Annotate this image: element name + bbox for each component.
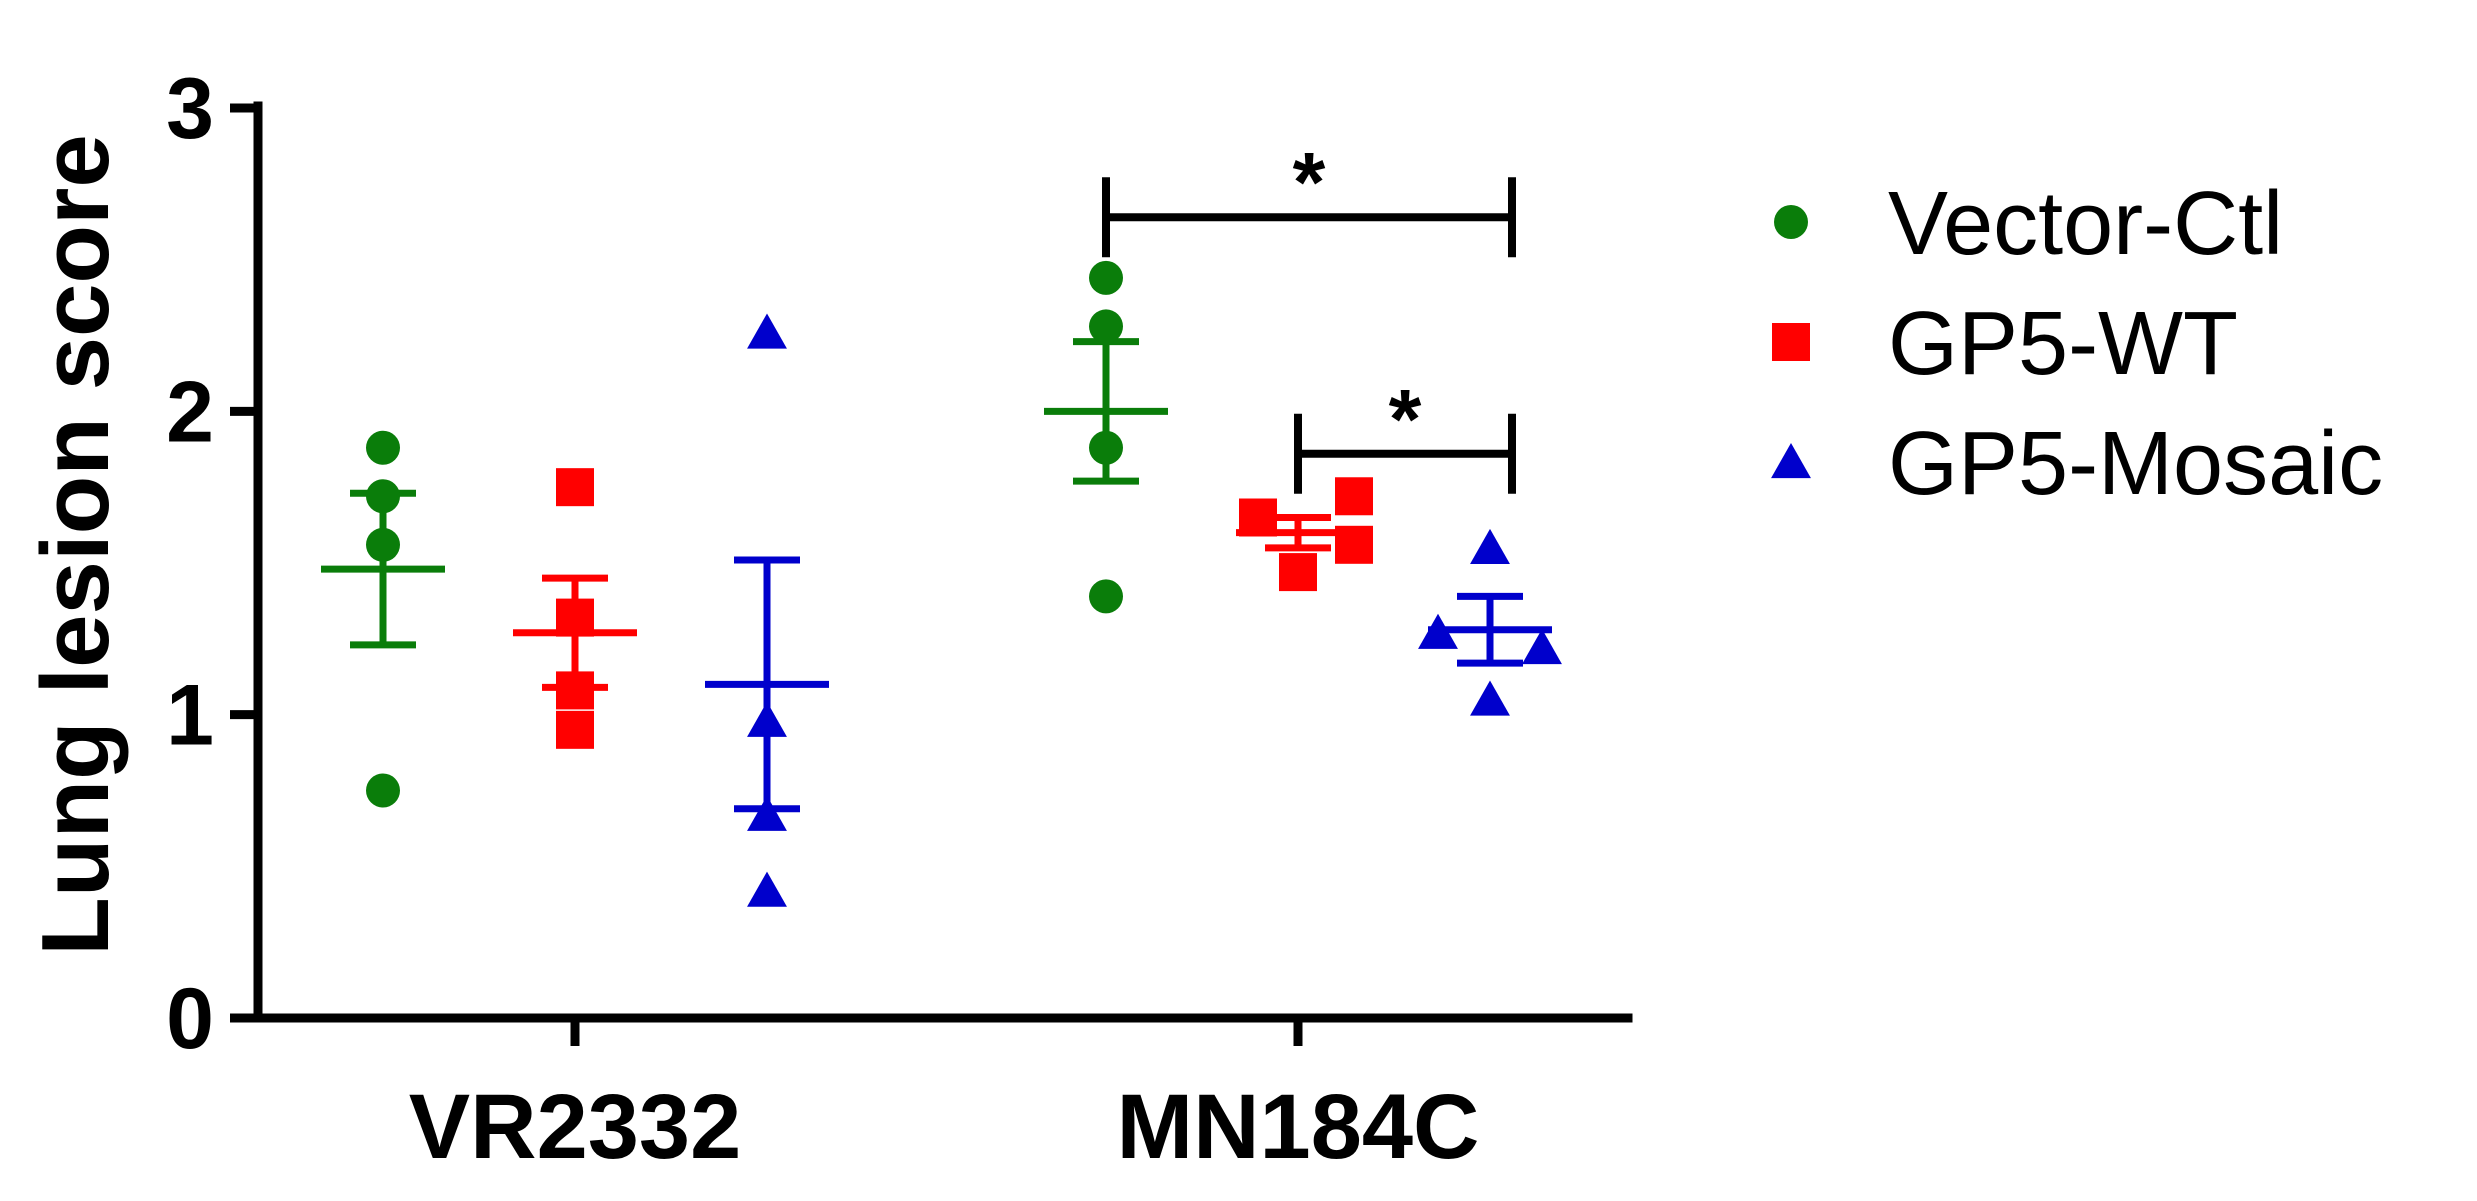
- data-point: [1470, 680, 1510, 716]
- axis-lines: [253, 101, 1633, 1023]
- data-point: [556, 468, 594, 507]
- error-bar: [1428, 592, 1552, 667]
- data-point: [1089, 309, 1123, 344]
- data-point: [556, 671, 594, 710]
- data-point: [1239, 498, 1277, 537]
- data-point: [1522, 628, 1562, 665]
- significance-brackets: **: [1102, 135, 1516, 494]
- data-point: [747, 313, 787, 349]
- data-point: [747, 871, 787, 907]
- data-point: [1335, 525, 1373, 564]
- data-point: [1279, 553, 1317, 592]
- axes: [253, 101, 1633, 1023]
- x-category-label: VR2332: [409, 1076, 741, 1178]
- legend-label: GP5-Mosaic: [1888, 414, 2383, 514]
- data-point: [1089, 579, 1123, 614]
- legend-label: Vector-Ctl: [1888, 174, 2283, 274]
- data-point: [556, 710, 594, 749]
- data-point: [556, 598, 594, 637]
- x-category-label: MN184C: [1116, 1076, 1479, 1178]
- data-point: [366, 430, 400, 465]
- data-point: [366, 527, 400, 562]
- y-tick-label: 3: [166, 61, 214, 157]
- legend: Vector-Ctl GP5-WT GP5-Mosaic: [1771, 174, 2383, 514]
- data-point: [1089, 260, 1123, 295]
- legend-marker: [1772, 323, 1810, 361]
- x-ticks: VR2332 MN184C: [409, 1018, 1480, 1178]
- y-axis-title: Lung lesion score: [22, 134, 129, 955]
- legend-marker: [1774, 205, 1808, 239]
- data-point: [366, 773, 400, 808]
- significance-star: *: [1389, 372, 1422, 466]
- data-point: [747, 701, 787, 737]
- y-tick-label: 2: [166, 364, 214, 460]
- error-bars: [321, 338, 1552, 813]
- data-point: [366, 479, 400, 514]
- data-point: [1470, 528, 1510, 564]
- data-point: [1089, 430, 1123, 465]
- data-point: [1418, 613, 1458, 649]
- significance-bracket: *: [1294, 372, 1516, 494]
- data-points: [366, 260, 1562, 907]
- y-tick-label: 0: [166, 971, 214, 1067]
- legend-marker: [1771, 443, 1811, 479]
- data-point: [1335, 477, 1373, 516]
- significance-bracket: *: [1102, 135, 1516, 258]
- legend-label: GP5-WT: [1888, 294, 2238, 394]
- y-tick-label: 1: [166, 668, 214, 764]
- error-bar: [321, 489, 445, 649]
- error-bar: [705, 556, 829, 813]
- significance-star: *: [1293, 135, 1326, 229]
- y-ticks: 0 1 2 3: [166, 61, 258, 1067]
- data-point: [747, 795, 787, 831]
